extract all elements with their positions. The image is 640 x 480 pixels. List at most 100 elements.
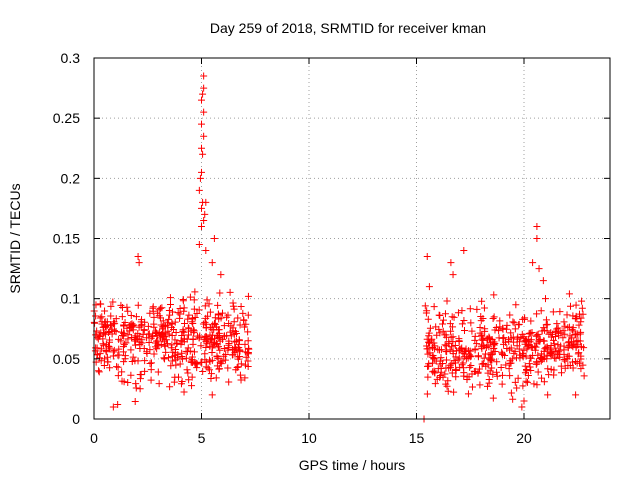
data-point <box>146 359 154 367</box>
data-point <box>244 311 252 319</box>
x-tick-label: 20 <box>516 430 532 446</box>
data-point <box>201 302 209 310</box>
data-point <box>117 301 125 309</box>
data-point <box>101 318 109 326</box>
y-tick-label: 0.2 <box>61 170 81 186</box>
data-point <box>191 288 199 296</box>
data-point <box>508 355 516 363</box>
data-point <box>132 313 140 321</box>
data-point <box>205 366 213 374</box>
data-point <box>452 373 460 381</box>
data-point <box>557 362 565 370</box>
data-point <box>201 350 209 358</box>
data-point <box>120 340 128 348</box>
data-point <box>151 339 159 347</box>
data-point <box>107 312 115 320</box>
data-point <box>169 348 177 356</box>
data-point <box>195 334 203 342</box>
data-point <box>556 308 564 316</box>
data-point <box>229 351 237 359</box>
data-point <box>98 313 106 321</box>
data-point <box>554 341 562 349</box>
data-point <box>482 350 490 358</box>
data-point <box>219 309 226 317</box>
y-axis-label: SRMTID / TECUs <box>7 183 23 293</box>
data-point <box>561 330 569 338</box>
data-point <box>542 316 550 324</box>
data-point <box>196 174 204 182</box>
data-point <box>518 403 526 411</box>
data-point <box>135 259 143 267</box>
data-point <box>120 358 128 366</box>
y-tick-label: 0.05 <box>53 351 80 367</box>
data-point <box>437 346 445 354</box>
data-point <box>95 331 103 339</box>
data-point <box>107 302 115 310</box>
data-point <box>161 341 169 349</box>
data-point <box>149 332 157 340</box>
data-point <box>130 321 138 329</box>
data-point <box>131 357 139 365</box>
data-point <box>446 346 454 354</box>
data-point <box>535 265 543 273</box>
data-point <box>244 328 252 336</box>
data-point <box>143 334 151 342</box>
data-point <box>455 347 463 355</box>
data-point <box>174 309 182 317</box>
data-point <box>108 325 116 333</box>
data-point <box>212 374 220 382</box>
data-point <box>92 312 100 320</box>
data-point <box>162 332 170 340</box>
data-point <box>198 144 205 152</box>
data-point <box>225 378 233 386</box>
data-point <box>200 108 208 116</box>
data-point <box>489 394 497 402</box>
data-point <box>200 72 208 80</box>
data-point <box>184 369 192 377</box>
data-point <box>511 378 519 386</box>
data-point <box>165 315 173 323</box>
data-point <box>167 362 175 370</box>
data-point <box>505 365 513 373</box>
data-point <box>460 316 468 324</box>
data-point <box>144 322 152 330</box>
data-point <box>439 327 447 335</box>
data-point <box>559 327 567 335</box>
data-point <box>565 290 573 298</box>
data-point <box>114 401 122 409</box>
data-point <box>157 340 165 348</box>
data-point <box>129 353 137 361</box>
data-point <box>564 352 572 360</box>
data-point <box>431 342 439 350</box>
data-point <box>445 364 453 372</box>
data-point <box>189 340 197 348</box>
data-point <box>509 395 517 403</box>
data-point <box>114 363 122 371</box>
data-point <box>115 345 123 353</box>
data-point <box>176 360 184 368</box>
data-point <box>124 307 132 315</box>
data-point <box>534 330 542 338</box>
data-point <box>188 382 196 390</box>
data-point <box>216 346 224 354</box>
data-point <box>498 371 506 379</box>
data-point <box>123 324 131 332</box>
data-point <box>483 382 491 390</box>
data-point <box>106 336 114 344</box>
data-point <box>515 321 523 329</box>
data-point <box>489 315 497 322</box>
data-point <box>426 324 434 332</box>
data-point <box>441 310 449 318</box>
data-point <box>166 294 174 302</box>
data-point <box>519 353 527 361</box>
data-point <box>147 359 155 367</box>
data-point <box>127 371 135 379</box>
data-point <box>498 380 506 388</box>
data-point <box>480 354 488 362</box>
data-point <box>441 341 449 349</box>
data-point <box>425 283 433 291</box>
data-point <box>109 403 117 411</box>
data-point <box>543 320 551 328</box>
data-point <box>168 332 176 340</box>
